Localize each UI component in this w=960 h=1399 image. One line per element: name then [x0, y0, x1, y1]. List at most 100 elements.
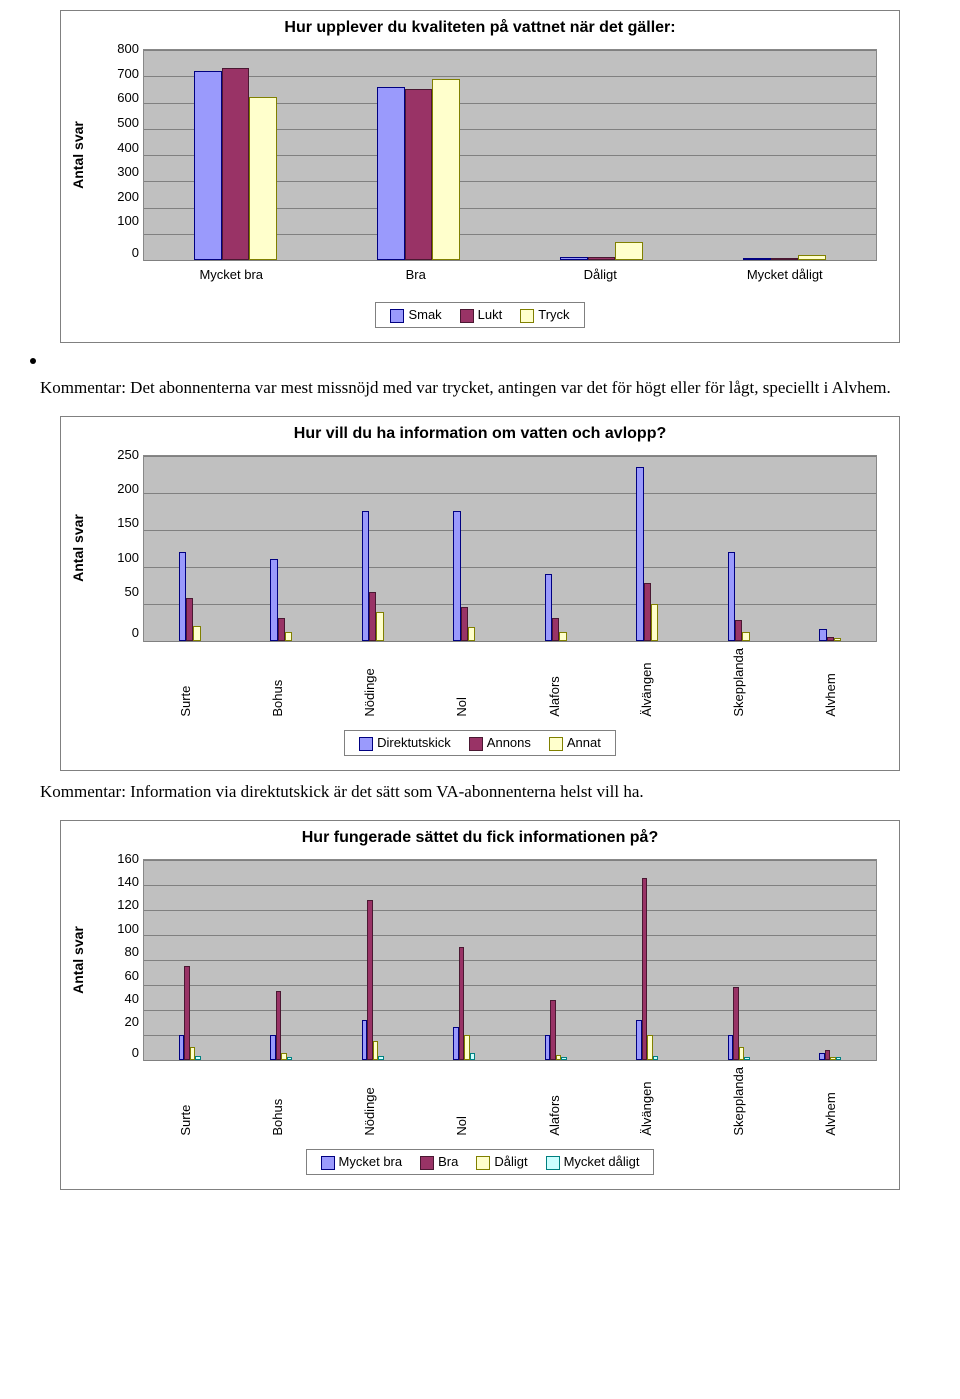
legend-item: Dåligt [476, 1154, 527, 1170]
bar [195, 1056, 201, 1060]
legend-label: Smak [408, 307, 441, 322]
bar [550, 1000, 556, 1060]
legend-label: Annons [487, 735, 531, 750]
legend-swatch [520, 309, 534, 323]
x-label: Bohus [231, 1061, 323, 1140]
bar [194, 71, 221, 260]
y-ticks: 160140120100806040200 [95, 859, 143, 1059]
legend-swatch [460, 309, 474, 323]
bar [461, 607, 468, 640]
y-tick: 160 [95, 852, 139, 865]
legend-item: Annons [469, 735, 531, 751]
x-label: Mycket bra [139, 261, 324, 292]
bar-group [327, 50, 510, 260]
grid-line [144, 1060, 876, 1061]
y-tick: 0 [95, 1046, 139, 1059]
legend: Mycket bra Bra Dåligt Mycket dåligt [306, 1149, 655, 1175]
bar [193, 626, 200, 641]
legend-label: Dåligt [494, 1154, 527, 1169]
bar [834, 638, 841, 640]
bar [545, 574, 552, 641]
plot-area [143, 455, 877, 642]
legend-item: Smak [390, 307, 441, 323]
legend-item: Direktutskick [359, 735, 451, 751]
legend-label: Tryck [538, 307, 569, 322]
bar-group [785, 860, 877, 1060]
y-tick: 120 [95, 898, 139, 911]
y-tick: 600 [95, 91, 139, 104]
x-label: Nödinge [324, 642, 416, 721]
y-tick: 700 [95, 67, 139, 80]
bar [819, 629, 826, 640]
y-tick: 200 [95, 482, 139, 495]
bar-group [236, 456, 328, 641]
legend-item: Bra [420, 1154, 458, 1170]
y-tick: 150 [95, 516, 139, 529]
bar [405, 89, 432, 260]
bar-group [419, 456, 511, 641]
y-tick: 100 [95, 214, 139, 227]
bar-group [419, 860, 511, 1060]
x-label: Dåligt [508, 261, 693, 292]
bar-group [510, 50, 693, 260]
x-label: Skepplanda [693, 1061, 785, 1140]
commentary-1: Kommentar: Det abonnenterna var mest mis… [40, 377, 920, 400]
bar [453, 511, 460, 641]
legend: SmakLuktTryck [375, 302, 584, 328]
legend-label: Mycket dåligt [564, 1154, 640, 1169]
bar-group [693, 50, 876, 260]
legend-item: Tryck [520, 307, 569, 323]
bar [653, 1056, 659, 1060]
bar [367, 900, 373, 1060]
bar [561, 1057, 567, 1060]
x-label: Mycket dåligt [693, 261, 878, 292]
legend-swatch [359, 737, 373, 751]
y-tick: 200 [95, 190, 139, 203]
grid-line [144, 641, 876, 642]
bar [468, 627, 475, 640]
bar [552, 618, 559, 640]
bar [287, 1057, 293, 1060]
bar-group [236, 860, 328, 1060]
x-label: Nol [416, 1061, 508, 1140]
y-axis-label: Antal svar [70, 926, 86, 994]
chart-information: Hur vill du ha information om vatten och… [60, 416, 900, 771]
y-tick: 400 [95, 141, 139, 154]
x-labels: SurteBohusNödingeNolAlaforsÄlvängenSkepp… [139, 642, 877, 721]
bar [651, 604, 658, 641]
bar-group [144, 860, 236, 1060]
y-tick: 100 [95, 922, 139, 935]
bar-group [693, 860, 785, 1060]
bar [249, 97, 276, 260]
bar [744, 1057, 750, 1060]
x-label: Surte [139, 642, 231, 721]
y-tick: 300 [95, 165, 139, 178]
x-label: Alvhem [785, 642, 877, 721]
x-label: Älvängen [600, 642, 692, 721]
legend-swatch [469, 737, 483, 751]
legend-swatch [546, 1156, 560, 1170]
bar [735, 620, 742, 641]
x-label: Surte [139, 1061, 231, 1140]
bar-group [602, 860, 694, 1060]
x-labels: SurteBohusNödingeNolAlaforsÄlvängenSkepp… [139, 1061, 877, 1140]
y-tick: 20 [95, 1015, 139, 1028]
legend-item: Mycket bra [321, 1154, 403, 1170]
x-label: Bra [324, 261, 509, 292]
bar [184, 966, 190, 1060]
chart-quality: Hur upplever du kvaliteten på vattnet nä… [60, 10, 900, 343]
legend: DirektutskickAnnonsAnnat [344, 730, 616, 756]
y-ticks: 250200150100500 [95, 455, 143, 640]
bar [470, 1053, 476, 1059]
legend-swatch [420, 1156, 434, 1170]
x-labels: Mycket braBraDåligtMycket dåligt [139, 261, 877, 292]
legend-swatch [549, 737, 563, 751]
y-tick: 800 [95, 42, 139, 55]
bar [644, 583, 651, 641]
bar-group [785, 456, 877, 641]
y-tick: 500 [95, 116, 139, 129]
x-label: Nödinge [324, 1061, 416, 1140]
bar [378, 1056, 384, 1060]
legend-swatch [390, 309, 404, 323]
y-axis-label: Antal svar [70, 121, 86, 189]
